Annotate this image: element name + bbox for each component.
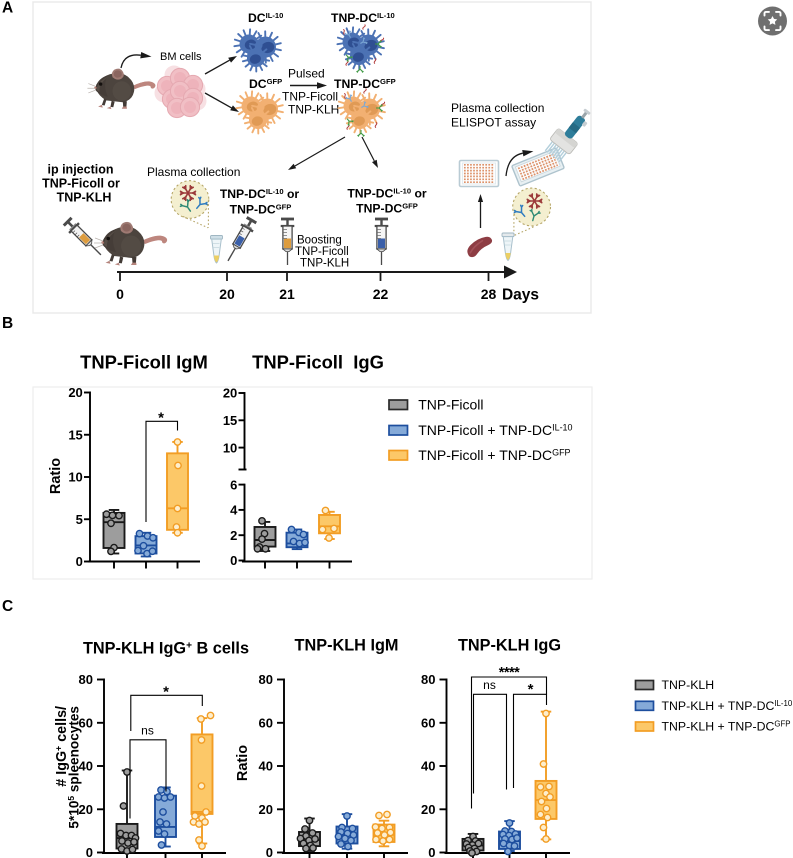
svg-text:20: 20: [219, 286, 235, 302]
svg-text:ELISPOT assay: ELISPOT assay: [451, 116, 536, 130]
svg-text:4: 4: [230, 503, 238, 518]
svg-text:Pulsed: Pulsed: [288, 67, 325, 81]
svg-text:BM cells: BM cells: [160, 51, 202, 63]
svg-text:60: 60: [421, 715, 435, 730]
svg-text:2: 2: [230, 528, 237, 543]
svg-text:0: 0: [266, 845, 273, 858]
svg-text:DCGFP: DCGFP: [249, 77, 282, 91]
svg-text:TNP-Ficoll or: TNP-Ficoll or: [42, 177, 120, 191]
svg-text:TNP-KLH IgG+ B cells: TNP-KLH IgG+ B cells: [83, 640, 249, 658]
svg-text:ns: ns: [483, 678, 496, 692]
svg-text:0: 0: [428, 845, 435, 858]
svg-text:B: B: [2, 315, 13, 332]
svg-text:Ratio: Ratio: [235, 745, 251, 781]
svg-text:TNP-KLH: TNP-KLH: [57, 191, 112, 205]
svg-text:0: 0: [230, 553, 237, 568]
svg-text:5: 5: [76, 512, 83, 527]
svg-text:80: 80: [259, 672, 273, 687]
svg-text:15: 15: [223, 413, 237, 428]
svg-text:20: 20: [68, 385, 82, 400]
svg-text:TNP-KLH IgM: TNP-KLH IgM: [295, 637, 399, 655]
svg-text:20: 20: [79, 802, 93, 817]
svg-text:*: *: [158, 410, 164, 427]
svg-text:40: 40: [79, 759, 93, 774]
svg-text:0: 0: [116, 286, 124, 302]
svg-text:TNP-Ficoll: TNP-Ficoll: [282, 90, 338, 104]
svg-text:TNP-DCIL-10: TNP-DCIL-10: [331, 11, 395, 25]
svg-text:TNP-KLH: TNP-KLH: [300, 258, 349, 270]
svg-text:TNP-DCGFP: TNP-DCGFP: [230, 203, 292, 217]
svg-text:****: ****: [499, 665, 520, 681]
svg-text:TNP-DCIL-10 or: TNP-DCIL-10 or: [347, 187, 427, 201]
svg-text:80: 80: [79, 672, 93, 687]
svg-text:10: 10: [223, 440, 237, 455]
svg-text:5*105 spleenocytes: 5*105 spleenocytes: [66, 706, 82, 829]
svg-text:40: 40: [421, 759, 435, 774]
svg-text:TNP-KLH: TNP-KLH: [662, 678, 715, 692]
svg-text:Plasma collection: Plasma collection: [451, 101, 544, 115]
svg-text:Boosting: Boosting: [297, 235, 342, 247]
svg-text:15: 15: [68, 427, 82, 442]
svg-text:A: A: [2, 0, 13, 17]
svg-text:TNP-Ficoll IgG: TNP-Ficoll IgG: [252, 352, 384, 373]
svg-text:Days: Days: [502, 287, 539, 304]
svg-text:40: 40: [259, 759, 273, 774]
svg-text:TNP-KLH IgG: TNP-KLH IgG: [458, 637, 561, 655]
svg-text:ns: ns: [141, 724, 154, 738]
svg-text:*: *: [163, 684, 169, 701]
svg-text:TNP-DCGFP: TNP-DCGFP: [334, 77, 396, 91]
svg-text:TNP-KLH + TNP-DCGFP: TNP-KLH + TNP-DCGFP: [662, 720, 791, 734]
svg-text:28: 28: [481, 286, 497, 302]
svg-text:TNP-KLH + TNP-DCIL-10: TNP-KLH + TNP-DCIL-10: [662, 699, 793, 713]
svg-text:22: 22: [373, 286, 389, 302]
svg-text:C: C: [2, 598, 13, 615]
svg-text:TNP-DCIL-10 or: TNP-DCIL-10 or: [220, 187, 300, 201]
svg-text:0: 0: [76, 554, 83, 569]
svg-text:80: 80: [421, 672, 435, 687]
svg-text:Plasma collection: Plasma collection: [147, 165, 240, 179]
svg-text:*: *: [528, 681, 534, 698]
svg-text:21: 21: [279, 286, 295, 302]
svg-text:TNP-Ficoll: TNP-Ficoll: [295, 246, 349, 258]
svg-text:60: 60: [79, 715, 93, 730]
svg-text:TNP-Ficoll: TNP-Ficoll: [418, 397, 483, 413]
svg-text:TNP-KLH: TNP-KLH: [288, 103, 339, 117]
svg-text:ip injection: ip injection: [48, 163, 114, 177]
svg-text:TNP-Ficoll + TNP-DCGFP: TNP-Ficoll + TNP-DCGFP: [418, 447, 570, 463]
svg-text:# IgG+ cells/: # IgG+ cells/: [54, 706, 71, 787]
svg-text:DCIL-10: DCIL-10: [248, 11, 283, 25]
svg-text:20: 20: [259, 802, 273, 817]
svg-text:0: 0: [86, 845, 93, 858]
svg-text:TNP-Ficoll + TNP-DCIL-10: TNP-Ficoll + TNP-DCIL-10: [418, 422, 572, 438]
svg-text:TNP-Ficoll IgM: TNP-Ficoll IgM: [80, 352, 208, 373]
svg-text:10: 10: [68, 470, 82, 485]
svg-text:6: 6: [230, 477, 237, 492]
svg-text:TNP-DCGFP: TNP-DCGFP: [356, 202, 418, 216]
svg-text:20: 20: [421, 802, 435, 817]
svg-text:Ratio: Ratio: [48, 458, 64, 494]
svg-text:60: 60: [259, 715, 273, 730]
svg-text:20: 20: [223, 386, 237, 401]
